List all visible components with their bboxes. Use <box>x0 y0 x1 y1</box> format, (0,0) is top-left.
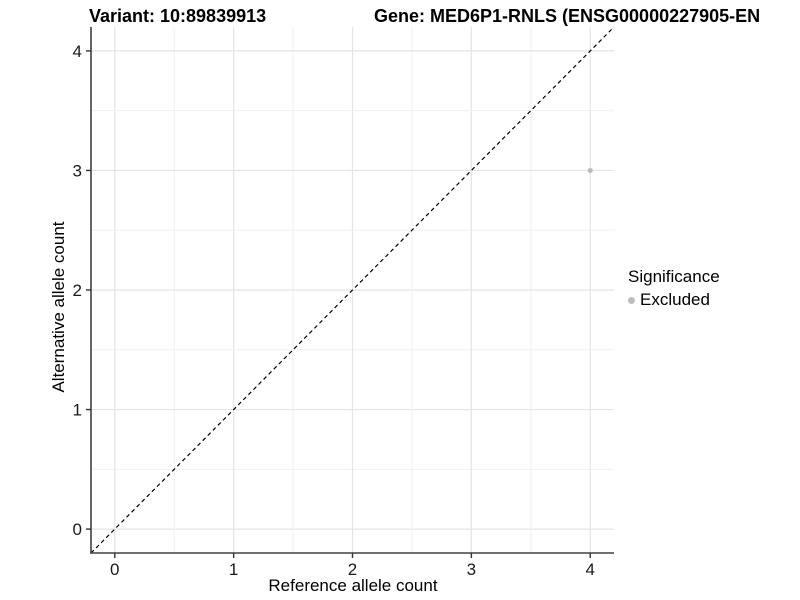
x-tick-label: 3 <box>467 560 476 579</box>
y-tick-label: 1 <box>73 401 82 420</box>
x-tick-label: 1 <box>229 560 238 579</box>
y-tick-label: 4 <box>73 42 82 61</box>
y-tick-label: 0 <box>73 520 82 539</box>
x-tick-label: 2 <box>348 560 357 579</box>
legend: Significance Excluded <box>628 267 720 310</box>
legend-title: Significance <box>628 267 720 286</box>
legend-entry-label: Excluded <box>640 290 710 309</box>
gene-title: Gene: MED6P1-RNLS (ENSG00000227905-EN <box>374 6 761 26</box>
y-axis-title: Alternative allele count <box>49 221 68 393</box>
x-tick-label: 0 <box>110 560 119 579</box>
y-tick-label: 2 <box>73 281 82 300</box>
y-tick-label: 3 <box>73 161 82 180</box>
legend-entry-excluded: Excluded <box>628 290 720 310</box>
x-tick-label: 4 <box>585 560 594 579</box>
variant-title: Variant: 10:89839913 <box>89 6 267 26</box>
identity-line <box>90 26 615 554</box>
legend-point-icon <box>628 296 635 304</box>
x-axis-title: Reference allele count <box>268 576 438 595</box>
data-point <box>587 167 593 174</box>
